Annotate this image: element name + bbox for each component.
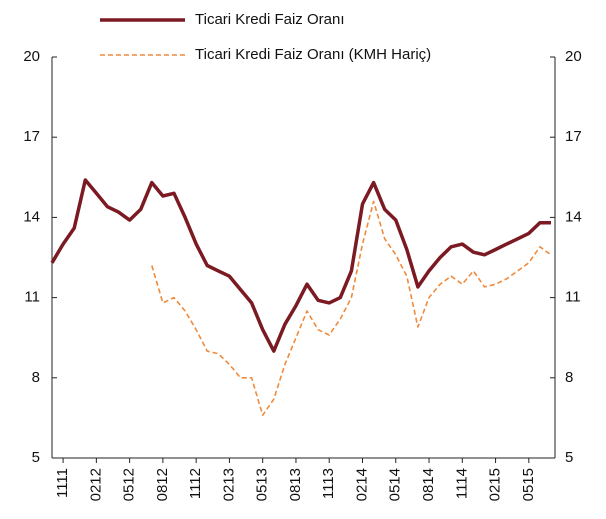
y2-tick-label: 14 <box>565 208 582 225</box>
x-tick-label: 1112 <box>187 468 204 499</box>
y2-tick-label: 11 <box>565 289 581 306</box>
series-line <box>50 178 551 353</box>
x-tick-label: 0212 <box>87 468 104 501</box>
y2-tick-label: 17 <box>565 128 582 145</box>
x-tick-label: 0214 <box>353 468 370 501</box>
x-tick-label: 0512 <box>121 468 138 501</box>
y-tick-label: 11 <box>24 289 40 306</box>
legend-label: Ticari Kredi Faiz Oranı (KMH Hariç) <box>195 46 431 63</box>
y2-tick-label: 8 <box>565 369 573 386</box>
x-tick-label: 0514 <box>387 468 404 501</box>
y-tick-label: 5 <box>32 449 40 466</box>
x-tick-label: 0513 <box>254 468 271 501</box>
x-tick-label: 1113 <box>320 468 337 499</box>
x-tick-label: 0213 <box>220 468 237 501</box>
y2-tick-label: 5 <box>565 449 573 466</box>
y-tick-label: 20 <box>23 48 40 65</box>
x-tick-label: 0215 <box>487 468 504 501</box>
y-tick-label: 8 <box>32 369 40 386</box>
x-tick-label: 0814 <box>420 468 437 501</box>
y-tick-label: 17 <box>23 128 40 145</box>
x-tick-label: 0812 <box>154 468 171 501</box>
y-tick-label: 14 <box>23 208 40 225</box>
x-tick-label: 0813 <box>287 468 304 501</box>
x-tick-label: 1114 <box>453 468 470 499</box>
legend-label: Ticari Kredi Faiz Oranı <box>195 11 344 28</box>
y2-tick-label: 20 <box>565 48 582 65</box>
series-line <box>151 200 552 416</box>
x-tick-label: 0515 <box>520 468 537 501</box>
x-tick-label: 1111 <box>54 468 71 498</box>
